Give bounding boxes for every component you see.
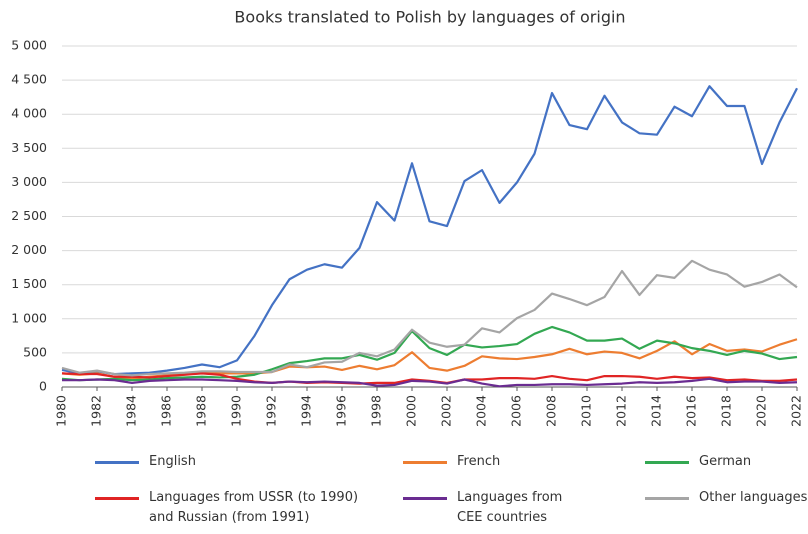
legend-item: German (645, 452, 751, 472)
legend-item: Languages from CEE countries (403, 488, 562, 528)
legend-label: Languages from CEE countries (457, 490, 563, 525)
x-tick-label: 2006 (509, 395, 524, 427)
x-tick-label: 1992 (264, 395, 279, 427)
x-tick-label: 2000 (404, 395, 419, 427)
legend-item: Languages from USSR (to 1990) and Russia… (95, 488, 358, 528)
x-tick-label: 2020 (754, 395, 769, 427)
legend-label: Other languages (699, 490, 808, 505)
x-tick-label: 1998 (369, 395, 384, 427)
legend-label: English (149, 454, 196, 469)
x-tick-label: 2002 (439, 395, 454, 427)
y-tick-label: 5 000 (11, 38, 47, 53)
x-tick-label: 2016 (684, 395, 699, 427)
legend-swatch (403, 497, 447, 500)
series-line (61, 325, 798, 382)
y-tick-label: 2 500 (11, 208, 47, 223)
series-line (61, 85, 798, 376)
x-tick-label: 2010 (579, 395, 594, 427)
y-tick-label: 0 (39, 379, 47, 394)
legend-item: English (95, 452, 196, 472)
series-line (61, 259, 798, 377)
x-tick-label: 2014 (649, 395, 664, 427)
legend-swatch (645, 497, 689, 500)
x-tick-label: 2018 (719, 395, 734, 427)
x-tick-label: 2004 (474, 395, 489, 427)
series-line (62, 377, 798, 388)
legend-swatch (645, 461, 689, 464)
y-tick-label: 2 000 (11, 242, 47, 257)
y-tick-label: 3 500 (11, 140, 47, 155)
x-tick-label: 1988 (194, 395, 209, 427)
y-tick-label: 1 000 (11, 310, 47, 325)
x-tick-label: 2008 (544, 395, 559, 427)
y-tick-label: 500 (23, 344, 47, 359)
x-tick-label: 1980 (54, 395, 69, 427)
x-tick-label: 1986 (159, 395, 174, 427)
legend-swatch (95, 497, 139, 500)
x-tick-label: 1984 (124, 395, 139, 427)
legend-swatch (95, 461, 139, 464)
chart-title: Books translated to Polish by languages … (234, 8, 625, 27)
legend-swatch (403, 461, 447, 464)
chart: Books translated to Polish by languages … (11, 8, 804, 427)
y-tick-label: 4 000 (11, 106, 47, 121)
x-tick-label: 2022 (789, 395, 804, 427)
legend-item: French (403, 452, 500, 472)
legend-item: Other languages (645, 488, 807, 508)
x-tick-label: 1990 (229, 395, 244, 427)
x-tick-label: 1996 (334, 395, 349, 427)
x-tick-label: 1994 (299, 395, 314, 427)
y-tick-label: 4 500 (11, 72, 47, 87)
legend-label: Languages from USSR (to 1990) and Russia… (149, 490, 359, 525)
legend-label: German (699, 454, 752, 469)
x-tick-label: 1982 (89, 395, 104, 427)
legend-label: French (457, 454, 501, 469)
y-tick-label: 3 000 (11, 174, 47, 189)
y-tick-label: 1 500 (11, 276, 47, 291)
x-tick-label: 2012 (614, 395, 629, 427)
